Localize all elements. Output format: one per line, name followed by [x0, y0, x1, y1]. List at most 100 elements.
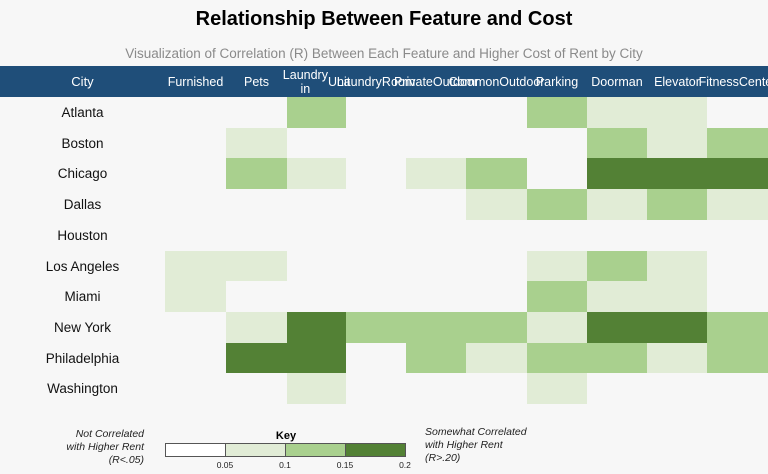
heatmap-cell: [707, 127, 768, 159]
heatmap-cell: [527, 281, 587, 313]
key-left-note-line-1: Not Correlated: [75, 428, 144, 440]
heatmap-cell: [647, 219, 707, 251]
heatmap-cell: [587, 342, 647, 374]
heatmap-cell: [165, 97, 226, 129]
key-tick-label: 0.05: [216, 460, 234, 470]
heatmap-cell: [165, 311, 226, 344]
heatmap-cell: [527, 97, 587, 129]
row-label-dallas: Dallas: [63, 197, 102, 213]
heatmap-cell: [165, 373, 226, 405]
heatmap-cell: [587, 219, 647, 251]
heatmap-cell: [587, 158, 647, 190]
row-label-boston: Boston: [61, 135, 104, 151]
heatmap-cell: [165, 189, 226, 221]
heatmap-cell: [346, 250, 406, 282]
key-right-note-line-2: with Higher Rent: [425, 439, 503, 451]
heatmap-cell: [346, 127, 406, 159]
heatmap-cell: [527, 219, 587, 251]
heatmap-cell: [406, 311, 466, 344]
heatmap-cell: [287, 158, 346, 190]
heatmap-cell: [466, 342, 527, 374]
heatmap-cell: [406, 250, 466, 282]
heatmap-cell: [466, 219, 527, 251]
key-swatch: [165, 443, 226, 457]
heatmap-cell: [165, 219, 226, 251]
heatmap-cell: [466, 127, 527, 159]
heatmap-cell: [406, 189, 466, 221]
heatmap-cell: [587, 97, 647, 129]
heatmap-cell: [226, 127, 287, 159]
row-label-philadelphia: Philadelphia: [45, 350, 120, 366]
chart-title: Relationship Between Feature and Cost: [195, 8, 573, 30]
heatmap-cell: [587, 373, 647, 405]
heatmap-cell: [707, 97, 768, 129]
heatmap-cell: [226, 342, 287, 374]
heatmap-cell: [287, 127, 346, 159]
heatmap-cell: [587, 189, 647, 221]
key-left-note: Not Correlated with Higher Rent (R<.05): [60, 428, 144, 467]
heatmap-cell: [346, 342, 406, 374]
row-label-washington: Washington: [47, 381, 118, 397]
heatmap-cell: [707, 373, 768, 405]
heatmap-cell: [647, 311, 707, 344]
heatmap-cell: [587, 127, 647, 159]
heatmap-cell: [346, 373, 406, 405]
row-label-houston: Houston: [57, 227, 108, 243]
heatmap-cell: [406, 281, 466, 313]
column-header-elevator: Elevator: [654, 74, 700, 89]
heatmap-cell: [527, 127, 587, 159]
heatmap-cell: [165, 158, 226, 190]
row-label-chicago: Chicago: [57, 166, 108, 182]
heatmap-cell: [466, 97, 527, 129]
heatmap-cell: [647, 97, 707, 129]
heatmap-cell: [226, 311, 287, 344]
heatmap-cell: [165, 342, 226, 374]
column-header-laundry-in-unit: Laundry in Unit: [282, 67, 351, 96]
header-city: City: [71, 73, 94, 89]
heatmap-cell: [346, 219, 406, 251]
heatmap-cell: [707, 250, 768, 282]
heatmap-cell: [647, 158, 707, 190]
key-left-note-line-2: with Higher Rent: [66, 441, 144, 453]
heatmap-cell: [466, 250, 527, 282]
chart-subtitle: Visualization of Correlation (R) Between…: [125, 46, 643, 61]
heatmap-cell: [346, 97, 406, 129]
heatmap-cell: [226, 158, 287, 190]
key-tick-label: 0.1: [279, 460, 291, 470]
heatmap-cell: [165, 281, 226, 313]
heatmap-cell: [346, 281, 406, 313]
heatmap-cell: [287, 189, 346, 221]
heatmap-cell: [406, 97, 466, 129]
heatmap-cell: [287, 373, 346, 405]
heatmap-cell: [466, 158, 527, 190]
heatmap-cell: [406, 219, 466, 251]
column-header-fitness-center: FitnessCenter: [698, 74, 768, 89]
heatmap-cell: [587, 250, 647, 282]
heatmap-cell: [647, 250, 707, 282]
key-swatch: [345, 443, 406, 457]
row-label-atlanta: Atlanta: [61, 105, 104, 120]
heatmap-cell: [647, 281, 707, 313]
heatmap-cell: [406, 158, 466, 190]
heatmap-cell: [527, 342, 587, 374]
key-title: Key: [275, 430, 297, 442]
heatmap-cell: [226, 97, 287, 129]
heatmap-cell: [466, 373, 527, 405]
heatmap-cell: [707, 342, 768, 374]
heatmap-cell: [527, 189, 587, 221]
heatmap-cell: [287, 250, 346, 282]
heatmap-cell: [287, 97, 346, 129]
heatmap-cell: [647, 373, 707, 405]
heatmap-cell: [346, 311, 406, 344]
heatmap-cell: [647, 342, 707, 374]
header-bar: [0, 66, 768, 97]
heatmap-cell: [165, 127, 226, 159]
row-label-miami: Miami: [64, 289, 101, 305]
column-header-parking: Parking: [535, 74, 579, 89]
heatmap-cell: [707, 219, 768, 251]
key-swatch: [225, 443, 286, 457]
heatmap-cell: [527, 373, 587, 405]
heatmap-cell: [587, 311, 647, 344]
heatmap-cell: [647, 127, 707, 159]
row-label-los-angeles: Los Angeles: [45, 258, 120, 274]
